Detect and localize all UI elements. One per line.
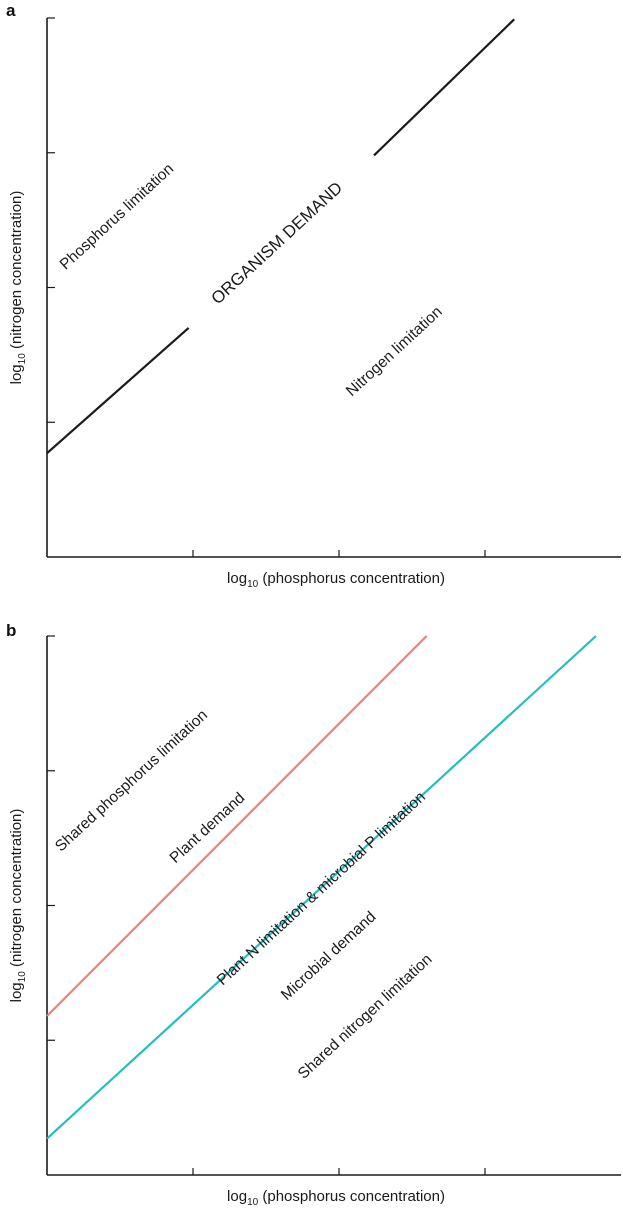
plant-demand-line <box>46 635 428 1017</box>
panel-letter-b: b <box>6 621 16 640</box>
demand-line <box>373 18 515 157</box>
phosphorus-limitation-label: Phosphorus limitation <box>57 160 177 273</box>
panel-letter-a: a <box>6 1 16 20</box>
microbial-demand-line <box>46 635 597 1140</box>
demand-line <box>46 327 190 455</box>
panel-a-chart: log10 (phosphorus concentration) log10 (n… <box>8 17 621 590</box>
x-axis-title: log10 (phosphorus concentration) <box>227 1188 445 1208</box>
x-axis-title: log10 (phosphorus concentration) <box>227 570 445 590</box>
shared-phosphorus-limitation-label: Shared phosphorus limitation <box>52 707 211 856</box>
y-axis-title: log10 (nitrogen concentration) <box>8 809 28 1003</box>
panel-b-chart: log10 (phosphorus concentration) log10 (n… <box>8 635 621 1208</box>
y-axis-title: log10 (nitrogen concentration) <box>8 191 28 385</box>
organism-demand-label: ORGANISM DEMAND <box>208 178 347 308</box>
nitrogen-limitation-label: Nitrogen limitation <box>343 303 446 400</box>
